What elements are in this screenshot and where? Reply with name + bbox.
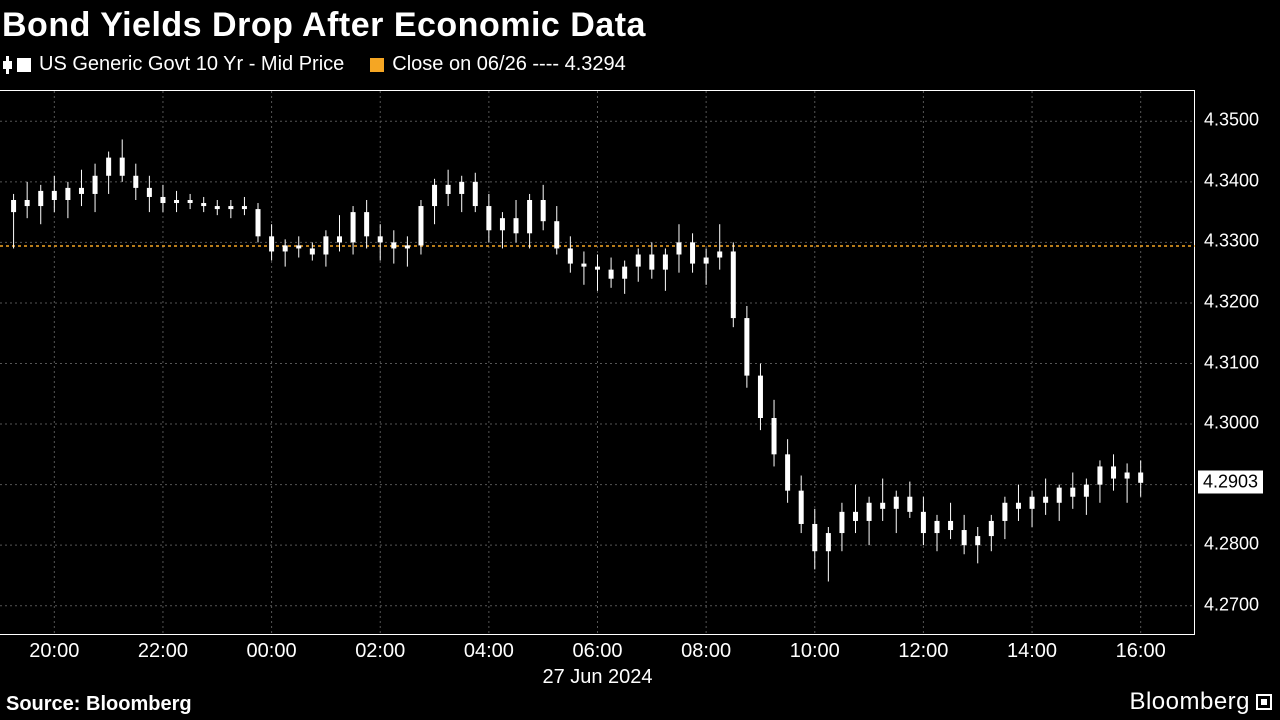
x-tick-label: 06:00 — [572, 640, 622, 663]
current-value-badge: 4.2903 — [1198, 470, 1263, 493]
y-tick-label: 4.3400 — [1204, 170, 1259, 191]
x-axis-date: 27 Jun 2024 — [542, 666, 652, 689]
x-tick-label: 22:00 — [138, 640, 188, 663]
x-tick-label: 00:00 — [247, 640, 297, 663]
legend-close-label: Close on 06/26 ---- 4.3294 — [392, 53, 625, 76]
y-axis: 4.27004.28004.29004.30004.31004.32004.33… — [1198, 90, 1280, 635]
chart-plot-area — [0, 90, 1195, 635]
x-tick-label: 14:00 — [1007, 640, 1057, 663]
close-color-swatch-icon — [370, 58, 384, 72]
y-tick-label: 4.3100 — [1204, 352, 1259, 373]
x-tick-label: 20:00 — [29, 640, 79, 663]
x-tick-label: 16:00 — [1116, 640, 1166, 663]
x-tick-label: 08:00 — [681, 640, 731, 663]
series-color-swatch-icon — [17, 58, 31, 72]
legend-series-label: US Generic Govt 10 Yr - Mid Price — [39, 53, 344, 76]
x-tick-label: 12:00 — [898, 640, 948, 663]
x-tick-label: 04:00 — [464, 640, 514, 663]
chart-container: Bond Yields Drop After Economic Data US … — [0, 0, 1280, 720]
x-tick-label: 02:00 — [355, 640, 405, 663]
y-tick-label: 4.2700 — [1204, 594, 1259, 615]
y-tick-label: 4.2800 — [1204, 534, 1259, 555]
brand-label: Bloomberg — [1129, 688, 1272, 716]
source-label: Source: Bloomberg — [6, 693, 192, 716]
y-tick-label: 4.3000 — [1204, 413, 1259, 434]
brand-text: Bloomberg — [1129, 688, 1250, 716]
y-tick-label: 4.3200 — [1204, 291, 1259, 312]
chart-svg — [0, 91, 1195, 636]
chart-title: Bond Yields Drop After Economic Data — [0, 0, 1280, 49]
legend-row: US Generic Govt 10 Yr - Mid Price Close … — [0, 49, 1280, 82]
y-tick-label: 4.3300 — [1204, 231, 1259, 252]
brand-logo-icon — [1256, 694, 1272, 710]
x-tick-label: 10:00 — [790, 640, 840, 663]
y-tick-label: 4.3500 — [1204, 110, 1259, 131]
candle-glyph-icon — [6, 56, 9, 74]
